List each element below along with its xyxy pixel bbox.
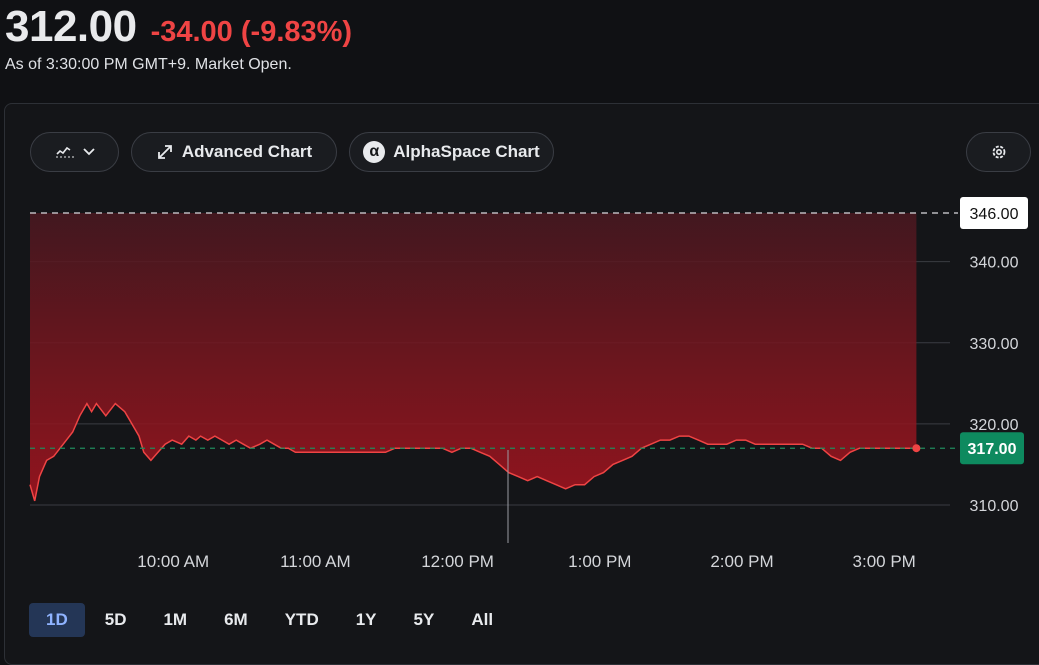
- range-selector: 1D 5D 1M 6M YTD 1Y 5Y All: [29, 603, 513, 637]
- price-area-fill: [30, 213, 917, 501]
- advanced-chart-button[interactable]: Advanced Chart: [131, 132, 337, 172]
- settings-button[interactable]: [966, 132, 1031, 172]
- alphaspace-chart-button[interactable]: α AlphaSpace Chart: [349, 132, 554, 172]
- range-1d[interactable]: 1D: [29, 603, 85, 637]
- y-tick-label: 310.00: [970, 498, 1019, 515]
- x-axis: 10:00 AM 11:00 AM 12:00 PM 1:00 PM 2:00 PM 3:…: [137, 552, 916, 571]
- x-tick-label: 10:00 AM: [137, 552, 209, 571]
- y-axis: 310.00 320.00 330.00 340.00: [970, 255, 1019, 515]
- previous-close-label: 346.00: [970, 206, 1019, 223]
- expand-icon: [157, 145, 172, 159]
- gear-icon: [992, 145, 1005, 159]
- x-tick-label: 1:00 PM: [568, 552, 631, 571]
- range-1y[interactable]: 1Y: [355, 610, 377, 629]
- quote-header: 312.00 -34.00 (-9.83%) As of 3:30:00 PM …: [5, 2, 352, 74]
- current-price-badge: [960, 432, 1024, 465]
- chart-type-dropdown[interactable]: [30, 132, 119, 172]
- y-tick-label: 330.00: [970, 336, 1019, 353]
- price-line: [29, 402, 917, 502]
- price-area: [29, 213, 917, 502]
- x-tick-label: 2:00 PM: [710, 552, 773, 571]
- range-6m[interactable]: 6M: [224, 610, 248, 629]
- range-1m[interactable]: 1M: [163, 610, 188, 629]
- y-tick-label: 340.00: [970, 255, 1019, 272]
- alpha-icon: α: [363, 141, 386, 163]
- last-price-dot: [912, 444, 921, 453]
- as-of-timestamp: As of 3:30:00 PM GMT+9. Market Open.: [5, 56, 292, 73]
- chart-markers: 346.00 317.00: [30, 197, 1028, 543]
- y-tick-label: 320.00: [970, 417, 1019, 434]
- current-price-label: 317.00: [968, 441, 1017, 458]
- range-5d[interactable]: 5D: [104, 610, 127, 629]
- advanced-chart-label: Advanced Chart: [181, 142, 313, 161]
- chevron-down-icon: [82, 148, 95, 156]
- x-tick-label: 11:00 AM: [280, 552, 351, 571]
- price-change: -34.00 (-9.83%): [150, 16, 353, 48]
- range-ytd[interactable]: YTD: [284, 610, 319, 629]
- alphaspace-chart-label: AlphaSpace Chart: [393, 142, 540, 161]
- chart-type-icon: [55, 146, 74, 158]
- current-price: 312.00: [5, 2, 137, 51]
- range-all[interactable]: All: [471, 610, 494, 629]
- range-5y[interactable]: 5Y: [413, 610, 435, 629]
- x-tick-label: 12:00 PM: [421, 552, 494, 571]
- previous-close-badge: [960, 197, 1028, 229]
- x-tick-label: 3:00 PM: [853, 552, 916, 571]
- price-chart[interactable]: 10:00 AM 11:00 AM 12:00 PM 1:00 PM 2:00 PM 3:…: [0, 0, 1039, 600]
